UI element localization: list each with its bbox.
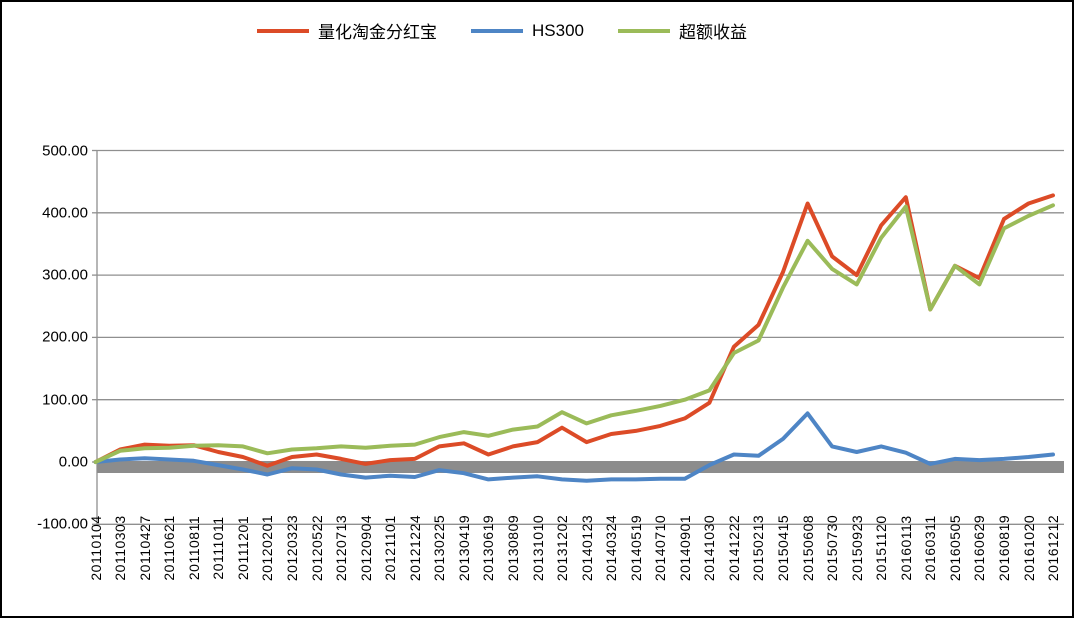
chart-legend: 量化淘金分红宝 HS300 超额收益 [2, 18, 1002, 43]
series-line-fund [93, 193, 1055, 468]
x-tick-label: 20120713 [333, 514, 350, 582]
y-tick-label: 300.00 [42, 266, 88, 284]
x-tick-label: 20160113 [897, 515, 914, 581]
x-tick-label: 20140901 [676, 514, 693, 582]
x-tick-label: 20120522 [308, 514, 325, 582]
x-tick-label: 20120904 [357, 514, 374, 582]
x-tick-label: 20141030 [701, 514, 718, 582]
x-tick-label: 20150608 [799, 514, 816, 582]
y-tick-label: 400.00 [42, 204, 88, 222]
legend-item-excess: 超额收益 [617, 18, 747, 43]
x-tick-label: 20141222 [725, 514, 742, 582]
x-tick-label: 20130809 [504, 514, 521, 582]
y-tick-label: 0.00 [58, 453, 88, 471]
x-tick-label: 20140324 [603, 514, 620, 582]
x-tick-label: 20161212 [1045, 514, 1062, 582]
x-tick-label: 20121224 [406, 514, 423, 582]
x-tick-label: 20111201 [234, 515, 251, 581]
x-tick-label: 20131202 [554, 514, 571, 582]
x-tick-label: 20121101 [382, 515, 399, 581]
series-line-hs300 [93, 411, 1055, 483]
x-tick-label: 20131010 [529, 514, 546, 582]
x-tick-label: 20111011 [210, 516, 227, 580]
x-tick-label: 20130619 [480, 514, 497, 582]
x-tick-label: 20160819 [995, 514, 1012, 582]
y-tick-label: -100.00 [37, 515, 88, 533]
x-tick-label: 20130419 [455, 514, 472, 582]
legend-line-swatch-red [257, 28, 309, 33]
legend-label: 量化淘金分红宝 [318, 23, 437, 42]
x-tick-label: 20150730 [824, 514, 841, 582]
x-tick-label: 20151120 [873, 515, 890, 581]
x-tick-label: 20140123 [578, 514, 595, 582]
x-tick-label: 20110104 [87, 515, 104, 581]
x-tick-label: 20161020 [1020, 514, 1037, 582]
x-tick-label: 20110427 [136, 515, 153, 581]
y-tick-label: 200.00 [42, 328, 88, 346]
y-tick-label: 500.00 [42, 142, 88, 159]
x-tick-label: 20160629 [971, 514, 988, 582]
legend-item-hs300: HS300 [471, 21, 584, 41]
series-line-excess [93, 203, 1055, 464]
x-tick-label: 20110303 [112, 515, 129, 581]
legend-item-fund: 量化淘金分红宝 [257, 18, 437, 43]
legend-label: HS300 [532, 20, 584, 40]
y-tick-label: 100.00 [42, 391, 88, 409]
zero-axis-band [97, 461, 1064, 473]
x-tick-label: 20120201 [259, 514, 276, 582]
x-tick-label: 20160311 [922, 515, 939, 581]
x-tick-label: 20120323 [284, 514, 300, 582]
legend-label: 超额收益 [678, 23, 747, 42]
legend-line-swatch-blue [471, 28, 523, 33]
x-tick-label: 20150415 [775, 514, 791, 582]
x-tick-label: 20140519 [627, 514, 644, 582]
x-tick-label: 20130225 [431, 514, 448, 582]
legend-line-swatch-green [617, 28, 670, 33]
x-tick-label: 20110811 [185, 515, 202, 581]
x-tick-label: 20150213 [750, 514, 767, 582]
x-tick-label: 20160505 [946, 514, 963, 582]
x-tick-label: 20150923 [848, 514, 865, 582]
x-tick-label: 20140710 [652, 514, 669, 582]
x-tick-label: 20110621 [161, 515, 178, 581]
